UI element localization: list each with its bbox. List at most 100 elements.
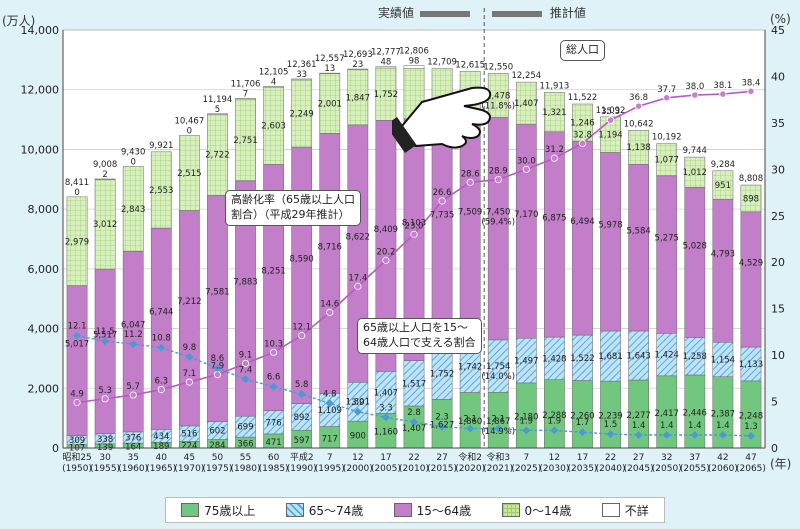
- support-ratio-value: 1.5: [604, 420, 618, 430]
- total-label: 9,744: [683, 146, 707, 156]
- x-tick-year: (1985): [259, 464, 289, 474]
- aging-rate-point: [157, 385, 165, 394]
- x-tick-era: 50: [212, 453, 224, 463]
- bar-0-14-label: 1,407: [514, 99, 538, 109]
- support-ratio-value: 2.1: [491, 414, 505, 424]
- support-ratio-value: 1.3: [744, 422, 758, 432]
- bar-65-74-label: 892: [294, 413, 310, 423]
- aging-rate-point: [185, 378, 193, 386]
- aging-rate-value: 32.8: [573, 130, 592, 140]
- bar-75plus-label: 2,417: [655, 409, 679, 419]
- bar-unknown: [263, 86, 284, 88]
- aging-rate-point: [522, 165, 530, 173]
- bar-0-14: [628, 130, 649, 165]
- bar-75plus-label: 900: [350, 432, 366, 442]
- x-tick-year: (1970): [174, 464, 204, 474]
- bar-0-14-label: 2,515: [177, 169, 201, 179]
- legend-label-unknown: 不詳: [624, 503, 649, 518]
- left-tick-label: 4,000: [28, 323, 60, 336]
- bar-65-74-label: 338: [97, 435, 113, 445]
- total-label: 11,194: [203, 95, 233, 105]
- right-arrow-icon: [492, 10, 542, 17]
- x-tick-year: (1995): [315, 464, 345, 474]
- bar-15-64-label: 8,716: [318, 242, 342, 252]
- bar-unknown-label: 7: [243, 89, 248, 99]
- support-ratio-value: 1.9: [548, 416, 562, 426]
- bar-75plus-label: 2,180: [514, 412, 538, 422]
- support-ratio-value: 1.9: [520, 416, 534, 426]
- support-ratio-value: 12.1: [68, 322, 87, 332]
- support-ratio-value: 1.7: [576, 418, 590, 428]
- x-tick-era: 17: [577, 453, 588, 463]
- aging-rate-value: 20.2: [376, 247, 395, 257]
- legend-swatch-unknown: [601, 503, 620, 517]
- bar-75plus-label: 471: [265, 438, 281, 448]
- bar-15-64-label: 7,581: [205, 287, 229, 297]
- bar-15-64: [291, 146, 313, 404]
- x-tick-year: (2020): [455, 464, 485, 474]
- bar-75plus-label: 284: [209, 441, 225, 451]
- projected-values-label: 推計値: [492, 4, 586, 21]
- x-tick-era: 令和3: [486, 451, 510, 463]
- support-ratio-point: [185, 352, 194, 361]
- right-tick-label: 5: [771, 396, 778, 409]
- x-tick-year: (2000): [343, 464, 373, 474]
- bar-0-14-label: 2,001: [318, 99, 342, 109]
- right-tick-label: 45: [771, 24, 785, 37]
- bar-unknown-label: 0: [187, 126, 192, 136]
- aging-rate-point: [101, 395, 109, 403]
- total-label: 11,706: [231, 79, 261, 89]
- aging-rate-value: 30.0: [517, 156, 536, 166]
- bar-0-14-label: 2,979: [65, 237, 89, 247]
- aging-rate-value: 31.2: [545, 145, 564, 155]
- bar-unknown-label: 5: [215, 105, 220, 115]
- total-label: 9,284: [711, 160, 735, 170]
- aging-rate-point: [73, 398, 81, 407]
- bar-0-14-label: 2,751: [233, 136, 257, 146]
- x-tick-era: 平成2: [290, 451, 314, 463]
- bar-15-64-label: 5,584: [626, 227, 650, 237]
- bar-15-64-label: 8,409: [374, 225, 398, 235]
- support-ratio-point: [297, 390, 306, 399]
- bar-65-74-label: 1,497: [514, 357, 538, 367]
- aging-rate-value: 35.3: [601, 107, 620, 117]
- bar-75plus-label: 597: [294, 436, 310, 446]
- bar-unknown-label: 4: [271, 78, 276, 88]
- bar-15-64: [207, 194, 228, 422]
- aging-rate-value: 12.1: [292, 323, 311, 333]
- support-ratio-value: 5.8: [295, 380, 309, 390]
- bar-75plus-label: 189: [153, 442, 169, 452]
- bar-65-74-label: 1,154: [711, 356, 735, 366]
- bar-0-14-label: 2,603: [261, 122, 285, 132]
- aging-rate-point: [747, 87, 755, 95]
- right-tick-label: 0: [771, 442, 778, 455]
- support-ratio-point: [606, 430, 615, 439]
- aging-rate-value: 7.9: [211, 362, 225, 372]
- right-tick-label: 10: [771, 349, 785, 362]
- bar-15-64: [319, 132, 341, 394]
- bar-75plus-label: 2,387: [711, 409, 735, 419]
- bar-unknown: [375, 66, 397, 69]
- support-ratio-value: 2.3: [435, 413, 449, 423]
- support-ratio-point: [466, 424, 475, 433]
- bar-65-74-label: 1,752: [430, 369, 454, 379]
- x-tick-era: 7: [327, 453, 333, 463]
- aging-rate-value: 14.6: [320, 299, 339, 309]
- total-label: 12,615: [455, 60, 485, 70]
- bar-15-64: [628, 163, 649, 332]
- support-ratio-value: 11.5: [96, 327, 115, 337]
- x-tick-year: (2050): [652, 464, 682, 474]
- x-tick-year: (1980): [231, 464, 261, 474]
- support-ratio-point: [550, 426, 559, 435]
- bar-65-74-label: 1,424: [655, 351, 679, 361]
- support-ratio-point: [269, 382, 278, 391]
- right-tick-label: 25: [771, 210, 785, 223]
- total-label: 11,092: [596, 106, 626, 116]
- x-tick-era: 12: [352, 453, 363, 463]
- total-label: 12,361: [287, 60, 317, 70]
- support-ratio-value: 2.1: [463, 414, 477, 424]
- aging-rate-point: [354, 282, 362, 290]
- support-ratio-point: [325, 399, 334, 408]
- bar-75plus-label: 717: [322, 434, 338, 444]
- support-ratio-point: [494, 424, 503, 433]
